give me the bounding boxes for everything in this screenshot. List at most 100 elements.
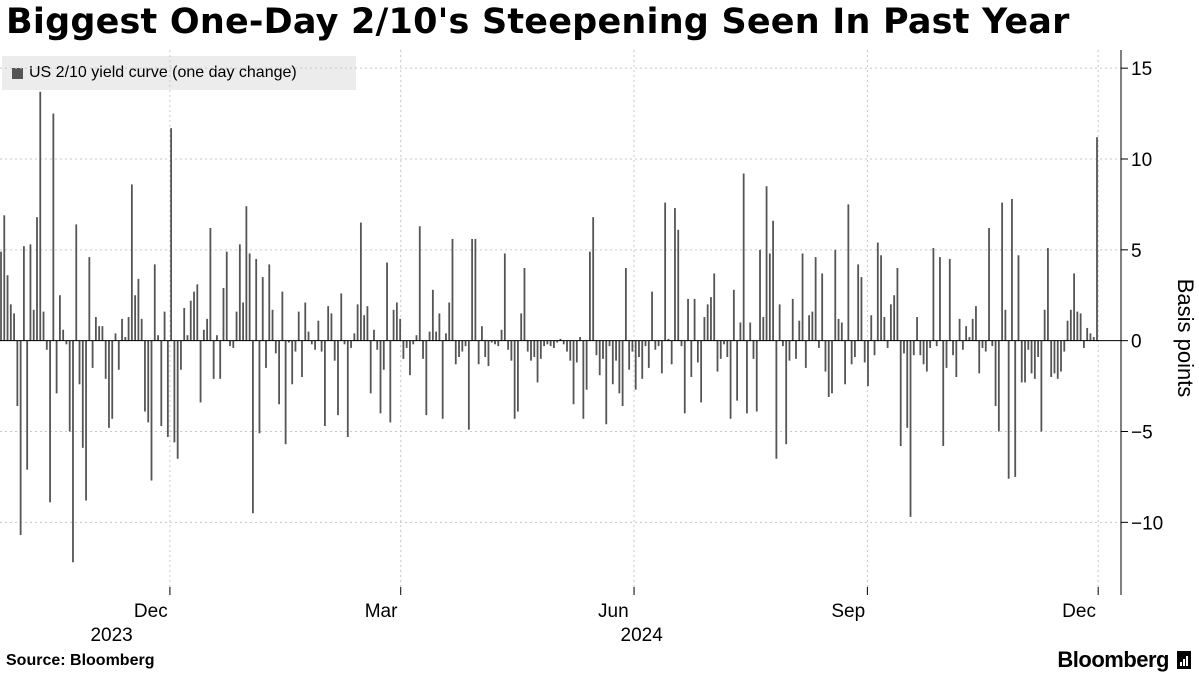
bar bbox=[487, 340, 490, 367]
bar bbox=[91, 340, 94, 368]
bar bbox=[304, 302, 307, 341]
bar bbox=[117, 340, 120, 370]
bar bbox=[58, 295, 61, 341]
bar bbox=[81, 340, 84, 448]
bar bbox=[844, 340, 846, 385]
bar bbox=[180, 340, 182, 370]
bar bbox=[232, 340, 235, 348]
bar bbox=[441, 340, 444, 419]
bar bbox=[471, 238, 474, 341]
bar bbox=[971, 318, 974, 341]
bar bbox=[608, 340, 611, 347]
bar bbox=[78, 340, 81, 385]
bar bbox=[621, 340, 624, 407]
bar bbox=[435, 331, 438, 341]
bar bbox=[870, 315, 873, 341]
bar bbox=[1073, 273, 1075, 341]
bar bbox=[883, 317, 886, 341]
bar bbox=[291, 340, 294, 385]
bar bbox=[919, 340, 922, 356]
bar bbox=[467, 340, 470, 430]
bar bbox=[252, 340, 254, 514]
bar bbox=[206, 318, 209, 341]
bar bbox=[153, 264, 156, 341]
bar bbox=[65, 340, 68, 345]
bar bbox=[942, 340, 945, 447]
bar bbox=[713, 273, 716, 341]
bar bbox=[827, 340, 830, 397]
bar bbox=[9, 304, 12, 341]
bar bbox=[739, 322, 742, 341]
bar bbox=[814, 257, 817, 341]
bar bbox=[52, 113, 55, 341]
bar bbox=[144, 340, 146, 412]
bar bbox=[840, 322, 843, 341]
bar bbox=[1053, 340, 1056, 374]
bar bbox=[258, 340, 261, 434]
bar bbox=[602, 340, 604, 359]
bar bbox=[850, 340, 853, 365]
bar bbox=[513, 340, 516, 419]
bar bbox=[667, 338, 670, 341]
bar bbox=[137, 278, 140, 341]
bar bbox=[605, 340, 608, 425]
bar bbox=[991, 340, 994, 347]
bar bbox=[238, 244, 241, 341]
bar bbox=[530, 340, 532, 361]
bar bbox=[1069, 309, 1072, 341]
bar bbox=[762, 317, 765, 341]
bar bbox=[422, 340, 424, 359]
bar bbox=[202, 329, 205, 341]
bar bbox=[785, 340, 788, 445]
bar bbox=[431, 289, 434, 341]
bar bbox=[173, 340, 176, 443]
bar bbox=[150, 340, 153, 481]
bar bbox=[916, 317, 918, 341]
bloomberg-mark-icon bbox=[1177, 651, 1191, 669]
bar bbox=[988, 228, 990, 341]
bar bbox=[402, 340, 405, 359]
bar bbox=[994, 340, 997, 407]
bar bbox=[867, 340, 869, 387]
bar bbox=[1047, 248, 1049, 341]
bar bbox=[1030, 340, 1033, 374]
bar bbox=[588, 251, 591, 341]
bar bbox=[1001, 202, 1004, 341]
bar bbox=[219, 340, 222, 379]
bar bbox=[216, 335, 218, 341]
bar bbox=[392, 309, 395, 341]
bar bbox=[425, 340, 428, 416]
bar bbox=[595, 340, 598, 356]
bar bbox=[700, 340, 703, 403]
bar bbox=[729, 340, 732, 419]
bar bbox=[710, 297, 712, 341]
bar bbox=[526, 340, 529, 352]
bar bbox=[13, 313, 15, 341]
bar bbox=[598, 340, 601, 376]
bar bbox=[618, 340, 621, 394]
bar bbox=[736, 340, 739, 401]
bar bbox=[310, 340, 313, 345]
bar bbox=[343, 340, 346, 345]
bar bbox=[274, 340, 277, 354]
x-year-label: 2023 bbox=[90, 625, 132, 646]
bar bbox=[644, 340, 647, 347]
bar bbox=[1063, 340, 1066, 352]
bar bbox=[111, 340, 114, 419]
bar bbox=[163, 311, 166, 341]
bar bbox=[405, 340, 408, 348]
bar bbox=[189, 300, 192, 341]
bar bbox=[903, 340, 905, 354]
bar bbox=[327, 306, 330, 341]
bar bbox=[386, 262, 388, 341]
y-tick-label: 15 bbox=[1131, 59, 1152, 80]
bar bbox=[448, 302, 451, 341]
bar bbox=[719, 340, 722, 359]
y-tick-label: 5 bbox=[1131, 241, 1142, 262]
bar bbox=[500, 329, 503, 341]
bar bbox=[765, 186, 768, 341]
bar bbox=[592, 217, 595, 341]
bar bbox=[121, 318, 123, 341]
legend-swatch bbox=[12, 67, 23, 79]
bar bbox=[36, 217, 38, 341]
